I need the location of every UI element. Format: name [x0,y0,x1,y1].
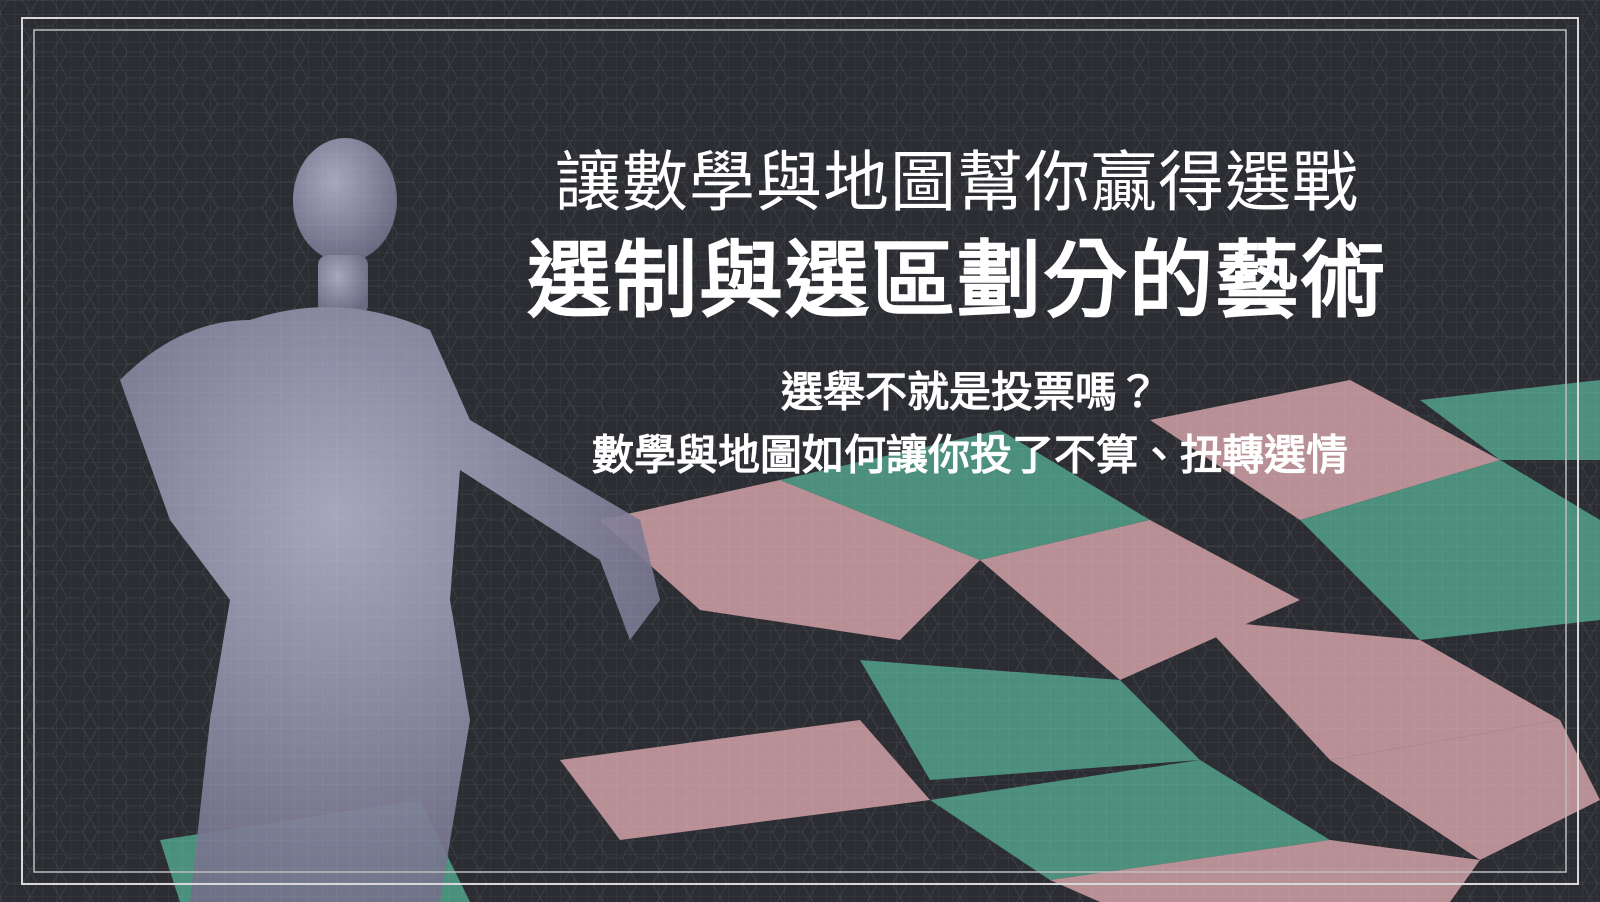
title: 讓數學與地圖幫你贏得選戰 [555,147,1359,220]
tagline: 數學與地圖如何讓你投了不算、扭轉選情 [592,433,1348,480]
tagline: 選舉不就是投票嗎？ [781,370,1159,417]
frame-outer [21,17,1579,885]
subtitle: 選制與選區劃分的藝術 [527,235,1387,328]
frame-inner [33,29,1567,873]
